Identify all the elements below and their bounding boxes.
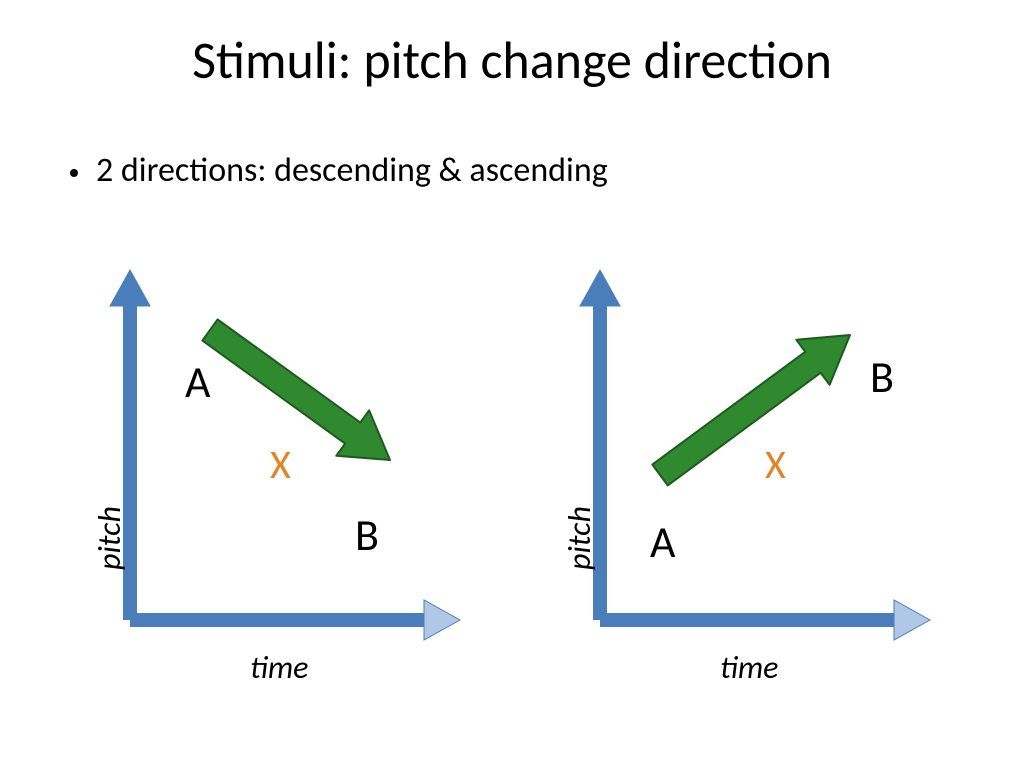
y-axis-label: pitch	[560, 506, 599, 570]
diagram-area: A B Xpitch time A B Xpitch time	[60, 250, 980, 730]
trend-arrow-descending	[202, 319, 390, 460]
bullet-text: 2 directions: descending & ascending	[96, 150, 608, 191]
label-B: B	[355, 508, 379, 562]
label-A: A	[650, 515, 675, 569]
label-A: A	[185, 355, 210, 409]
slide-title: Stimuli: pitch change direction	[0, 28, 1024, 92]
bullet-row: 2 directions: descending & ascending	[70, 150, 608, 191]
x-axis-label: time	[250, 648, 308, 687]
label-X: X	[765, 440, 786, 489]
bullet-dot-icon	[70, 169, 78, 177]
axes-svg	[530, 250, 970, 670]
x-axis-label: time	[720, 648, 778, 687]
panel-descending: ABXpitchtime	[60, 250, 500, 670]
label-X: X	[270, 440, 291, 489]
panel-ascending: ABXpitchtime	[530, 250, 970, 670]
y-axis-label: pitch	[90, 506, 129, 570]
trend-arrow-ascending	[652, 335, 850, 485]
label-B: B	[870, 350, 894, 404]
